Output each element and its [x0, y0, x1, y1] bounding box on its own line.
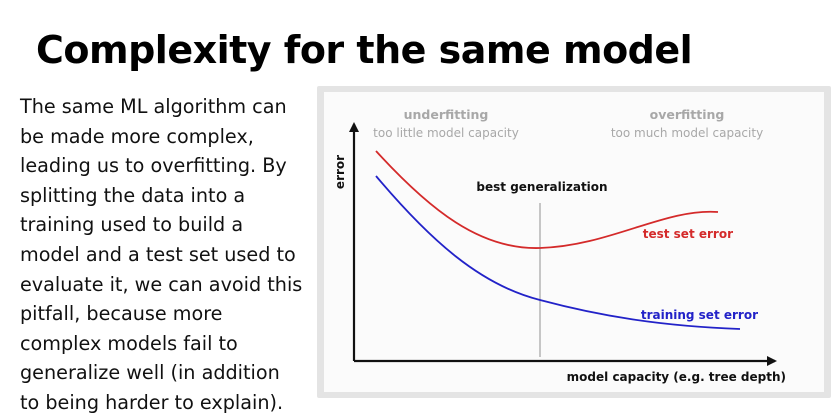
overfitting-title: overfitting — [650, 107, 725, 122]
body-line: model and a test set used to — [20, 242, 296, 266]
underfitting-title: underfitting — [404, 107, 489, 122]
test-error-curve — [375, 150, 719, 249]
y-axis-label: error — [333, 155, 347, 189]
body-line: be made more complex, — [20, 124, 254, 148]
body-line: generalize well (in addition — [20, 361, 280, 385]
test-error-label: test set error — [643, 227, 733, 241]
body-text: The same ML algorithm can be made more c… — [20, 92, 320, 418]
underfitting-subtitle: too little model capacity — [373, 126, 519, 140]
body-line: leading us to overfitting. By — [20, 154, 287, 178]
training-error-curve — [375, 175, 741, 330]
body-line: pitfall, because more — [20, 302, 223, 326]
body-line: to being harder to explain). — [20, 390, 284, 414]
training-error-label: training set error — [641, 308, 758, 322]
slide-title: Complexity for the same model — [36, 28, 693, 72]
overfitting-subtitle: too much model capacity — [611, 126, 763, 140]
body-line: splitting the data into a — [20, 183, 246, 207]
x-axis-label: model capacity (e.g. tree depth) — [567, 370, 786, 384]
body-line: complex models fail to — [20, 331, 238, 355]
body-line: The same ML algorithm can — [20, 95, 287, 118]
best-generalization-label: best generalization — [476, 180, 607, 194]
figure-frame — [317, 86, 831, 398]
figure-panel — [324, 92, 824, 392]
body-line: evaluate it, we can avoid this — [20, 272, 303, 296]
body-line: training used to build a — [20, 213, 244, 237]
